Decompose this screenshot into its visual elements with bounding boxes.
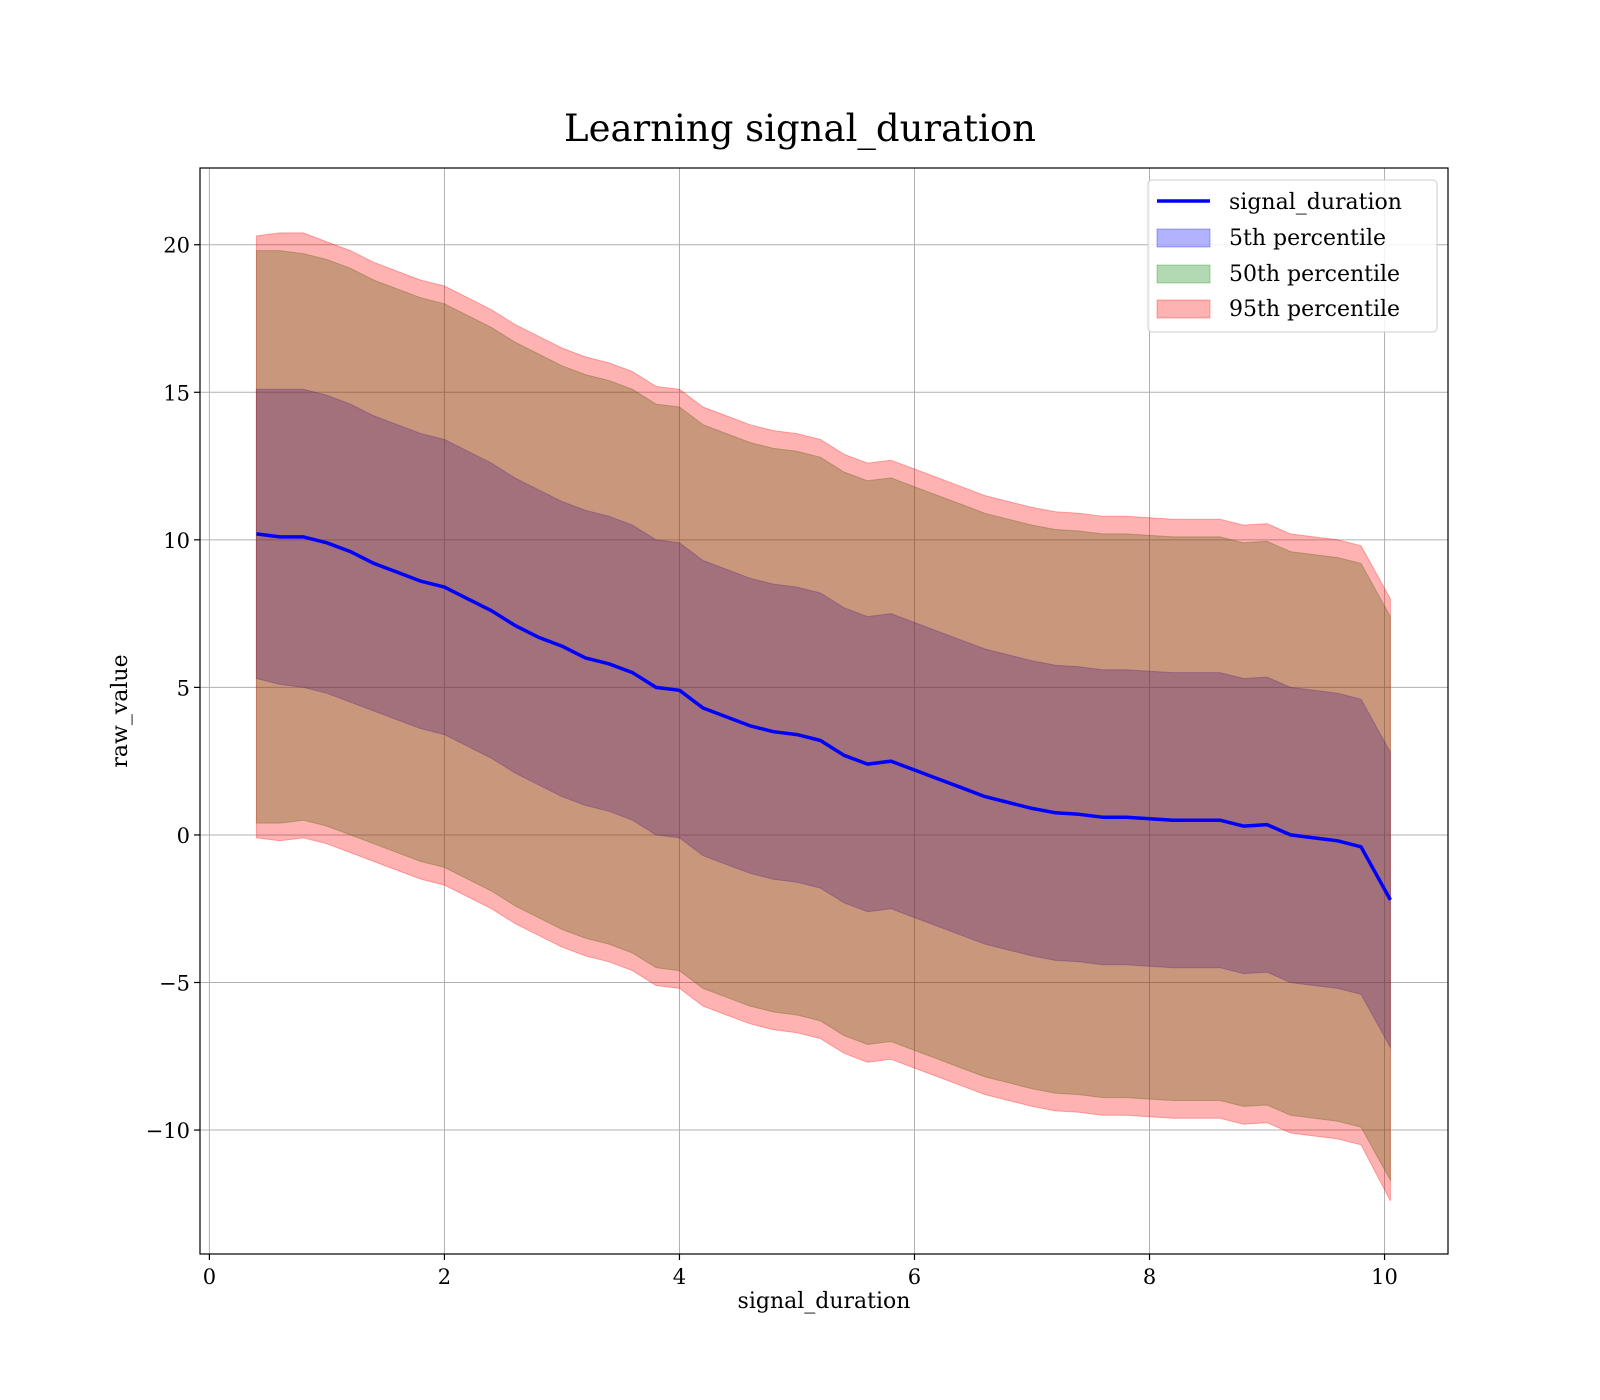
y-tick-label: 10	[163, 529, 190, 553]
y-axis-label: raw_value	[108, 654, 133, 767]
x-tick-label: 0	[203, 1265, 216, 1289]
legend-label-p95: 95th percentile	[1229, 297, 1400, 322]
x-tick-label: 8	[1143, 1265, 1156, 1289]
legend: signal_duration 5th percentile 50th perc…	[1147, 179, 1438, 333]
grid	[200, 168, 1448, 1254]
plot-background	[200, 168, 1448, 1254]
legend-label-p5: 5th percentile	[1229, 226, 1386, 251]
band-5th-percentile	[255, 388, 1391, 1050]
x-axis-label: signal_duration	[738, 1289, 911, 1314]
plot-frame	[199, 167, 1449, 1255]
chart-title: Learning signal_duration	[564, 107, 1036, 151]
y-tick-label: 15	[163, 381, 190, 405]
y-tick-label: −10	[146, 1119, 190, 1143]
y-tick-label: −5	[159, 972, 190, 996]
y-tick-label: 0	[177, 824, 190, 848]
legend-swatch-p95	[1156, 299, 1211, 319]
x-tick-label: 2	[438, 1265, 451, 1289]
y-tick-label: 20	[163, 234, 190, 258]
x-tick-label: 10	[1371, 1265, 1398, 1289]
line-signal-duration	[256, 532, 1392, 901]
legend-swatch-p5	[1156, 228, 1211, 248]
line-layer	[256, 532, 1392, 901]
legend-box	[1147, 179, 1438, 333]
legend-label-p50: 50th percentile	[1229, 262, 1400, 287]
x-tick-label: 4	[673, 1265, 686, 1289]
band-50th-percentile	[255, 250, 1391, 1183]
y-tick-label: 5	[177, 676, 190, 700]
ticks: 0 2 4 6 8 10 −10 −5 0 5 10 15 20	[146, 234, 1398, 1289]
percentile-bands	[255, 232, 1391, 1202]
legend-swatch-p50	[1156, 264, 1211, 284]
legend-label-line: signal_duration	[1229, 190, 1402, 215]
x-tick-label: 6	[908, 1265, 921, 1289]
band-95th-percentile	[255, 232, 1391, 1202]
